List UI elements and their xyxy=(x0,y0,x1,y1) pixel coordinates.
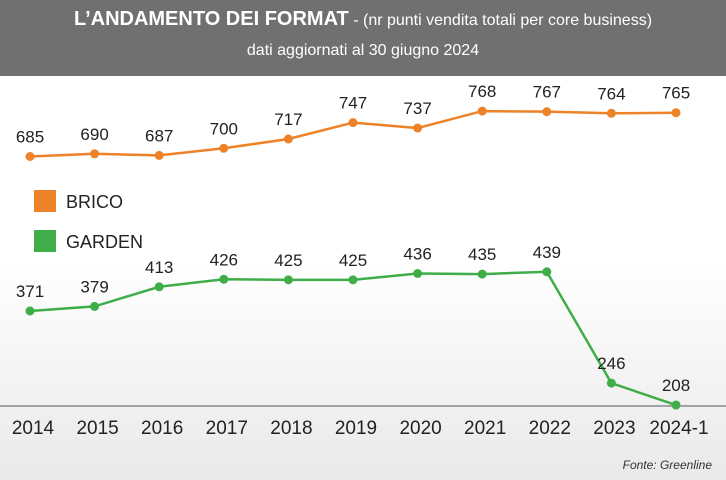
data-label-brico: 737 xyxy=(403,99,431,118)
data-point-brico xyxy=(154,150,164,160)
data-label-garden: 436 xyxy=(403,244,431,263)
data-point-garden xyxy=(606,378,616,388)
data-label-garden: 246 xyxy=(597,354,625,373)
legend-swatch-brico xyxy=(34,190,56,212)
series-line-garden xyxy=(29,270,677,407)
data-label-garden: 435 xyxy=(468,245,496,264)
x-tick-label: 2022 xyxy=(529,418,571,439)
data-label-brico: 747 xyxy=(339,94,367,113)
chart-subtitle: dati aggiornati al 30 giugno 2024 xyxy=(246,42,480,59)
data-point-brico xyxy=(283,134,293,144)
data-point-brico xyxy=(477,106,487,116)
data-label-brico: 687 xyxy=(145,126,173,145)
data-label-garden: 208 xyxy=(662,376,690,395)
data-label-brico: 764 xyxy=(597,84,625,103)
data-label-brico: 700 xyxy=(210,119,238,138)
data-point-garden xyxy=(413,268,423,278)
legend-label-brico: BRICO xyxy=(66,192,123,212)
source-note: Fonte: Greenline xyxy=(622,458,712,472)
data-label-garden: 426 xyxy=(210,250,238,269)
data-label-garden: 413 xyxy=(145,258,173,277)
data-label-brico: 690 xyxy=(80,125,108,144)
series-line-brico xyxy=(29,109,677,158)
data-point-brico xyxy=(542,107,552,117)
data-label-garden: 371 xyxy=(16,282,44,301)
chart-header: L’ANDAMENTO DEI FORMAT - (nr punti vendi… xyxy=(0,0,726,76)
data-point-garden xyxy=(542,267,552,277)
data-point-garden xyxy=(25,306,35,316)
x-tick-label: 2024-1 xyxy=(649,418,708,439)
data-point-garden xyxy=(154,282,164,292)
data-point-garden xyxy=(671,400,681,410)
data-point-brico xyxy=(671,108,681,118)
data-point-garden xyxy=(348,275,358,285)
x-tick-label: 2017 xyxy=(206,418,248,439)
data-point-brico xyxy=(25,152,35,161)
data-label-garden: 439 xyxy=(533,243,561,262)
chart-title-main: L’ANDAMENTO DEI FORMAT xyxy=(73,8,349,30)
data-point-garden xyxy=(477,269,487,279)
data-point-brico xyxy=(413,123,423,133)
data-label-garden: 425 xyxy=(339,251,367,270)
data-label-brico: 685 xyxy=(16,128,44,147)
data-point-garden xyxy=(283,275,293,285)
x-tick-label: 2016 xyxy=(141,418,183,439)
legend-swatch-garden xyxy=(34,230,56,252)
x-tick-label: 2021 xyxy=(464,418,506,439)
x-tick-label: 2015 xyxy=(76,418,118,439)
chart-title: L’ANDAMENTO DEI FORMAT - (nr punti vendi… xyxy=(0,8,726,31)
data-point-brico xyxy=(90,149,100,159)
data-point-garden xyxy=(219,274,229,284)
x-tick-label: 2023 xyxy=(593,418,635,439)
x-tick-label: 2019 xyxy=(335,418,377,439)
data-point-brico xyxy=(606,108,616,118)
data-point-brico xyxy=(348,118,358,128)
data-point-brico xyxy=(219,143,229,153)
chart-title-sub: (nr punti vendita totali per core busine… xyxy=(362,12,653,29)
x-tick-label: 2020 xyxy=(399,418,441,439)
data-label-garden: 379 xyxy=(80,277,108,296)
chart-title-separator: - xyxy=(348,12,363,29)
data-label-garden: 425 xyxy=(274,251,302,270)
x-tick-label: 2014 xyxy=(12,418,55,439)
data-label-brico: 765 xyxy=(662,84,690,103)
x-tick-label: 2018 xyxy=(270,418,312,439)
legend-label-garden: GARDEN xyxy=(66,232,143,252)
data-point-garden xyxy=(90,301,100,311)
data-label-brico: 768 xyxy=(468,82,496,101)
data-label-brico: 717 xyxy=(274,110,302,129)
data-label-brico: 767 xyxy=(533,83,561,102)
